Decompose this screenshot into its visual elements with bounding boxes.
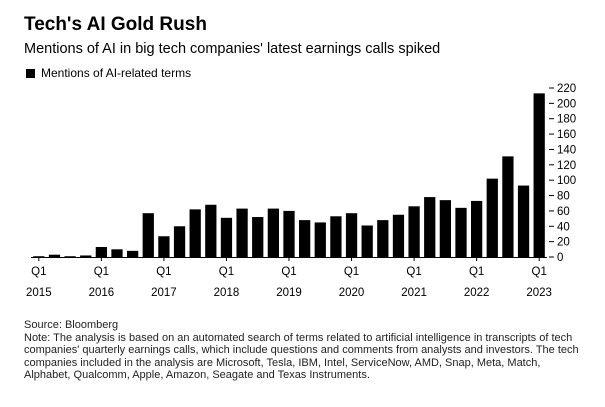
bar	[517, 185, 530, 257]
bar	[424, 197, 436, 257]
x-year-label: 2018	[214, 287, 240, 299]
bar-chart: 0 20 40 60 80 100 120 140 160 180 200 220 Q1 2015 Q1 20…	[26, 83, 576, 299]
bar	[127, 250, 139, 257]
bar	[111, 249, 123, 257]
source-note: Source: Bloomberg	[24, 319, 119, 331]
bar	[283, 210, 295, 257]
bar	[252, 217, 264, 257]
legend: Mentions of AI-related terms	[26, 66, 191, 80]
bar	[408, 206, 420, 257]
x-year-label: 2020	[339, 287, 365, 299]
bar	[330, 216, 342, 257]
bar	[314, 222, 326, 257]
x-tick-label: Q1	[156, 266, 171, 278]
y-tick-label: 100	[557, 175, 576, 187]
bar	[345, 213, 358, 257]
bar	[158, 236, 170, 257]
chart-title: Tech's AI Gold Rush	[24, 14, 207, 35]
x-year-label: 2019	[276, 287, 302, 299]
legend-swatch	[26, 68, 35, 78]
x-tick-label: Q1	[219, 266, 234, 278]
x-tick-label: Q1	[532, 266, 547, 278]
bar	[455, 207, 467, 257]
y-tick-label: 220	[557, 83, 576, 95]
methodology-note: Note: The analysis is based on an automa…	[24, 331, 579, 382]
x-tick-label: Q1	[281, 266, 296, 278]
x-year-label: 2017	[151, 287, 177, 299]
y-tick-label: 60	[557, 206, 570, 218]
bar	[33, 256, 45, 257]
bar	[236, 208, 248, 257]
bar	[220, 217, 233, 257]
x-year-label: 2021	[401, 287, 427, 299]
bar	[486, 178, 498, 257]
x-tick-label: Q1	[406, 266, 421, 278]
chart-subtitle: Mentions of AI in big tech companies' la…	[24, 41, 441, 57]
x-tick-label: Q1	[469, 266, 484, 278]
footer: Source: Bloomberg Note: The analysis is …	[24, 319, 584, 382]
x-year-label: 2023	[526, 287, 552, 299]
y-tick-label: 80	[557, 191, 570, 203]
bar	[142, 213, 154, 257]
bar	[377, 220, 389, 257]
y-tick-label: 180	[557, 114, 576, 126]
y-tick-label: 0	[557, 252, 563, 264]
bar	[189, 209, 201, 257]
bar	[80, 255, 92, 257]
x-tick-label: Q1	[31, 266, 46, 278]
bar	[533, 93, 545, 257]
y-tick-label: 40	[557, 221, 570, 233]
x-year-label: 2015	[26, 287, 52, 299]
bar	[95, 247, 107, 257]
bar	[361, 225, 373, 257]
y-tick-label: 200	[557, 98, 576, 110]
x-year-label: 2016	[89, 287, 115, 299]
legend-label: Mentions of AI-related terms	[41, 66, 192, 80]
x-tick-label: Q1	[94, 266, 109, 278]
bar	[439, 200, 451, 257]
bar	[299, 220, 311, 257]
x-tick-label: Q1	[344, 266, 359, 278]
bar	[392, 214, 405, 257]
y-tick-label: 140	[557, 144, 576, 156]
y-tick-label: 20	[557, 237, 570, 249]
y-tick-label: 120	[557, 160, 576, 172]
bar	[64, 256, 76, 257]
bar	[173, 226, 186, 257]
bar	[205, 204, 217, 257]
bar	[502, 156, 514, 257]
bar	[471, 200, 483, 257]
bar	[48, 254, 61, 257]
x-year-label: 2022	[464, 287, 490, 299]
y-tick-label: 160	[557, 129, 576, 141]
bar	[267, 208, 279, 257]
